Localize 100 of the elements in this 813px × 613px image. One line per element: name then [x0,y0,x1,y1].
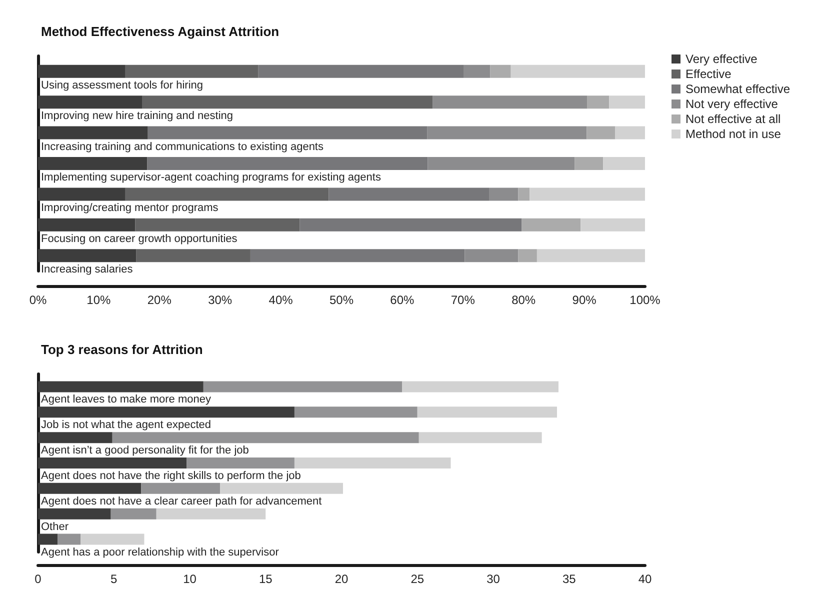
legend-label: Not effective at all [686,112,781,126]
y-tick-label: Increasing training and communications to existing agents [41,140,324,153]
bar [518,249,537,262]
bar [574,157,604,170]
bar [38,432,112,444]
y-tick-label: Using assessment tools for hiring [41,79,204,92]
x-tick-label: 0% [29,293,47,307]
bar [38,381,204,392]
bar [586,126,616,140]
bar [38,126,148,140]
legend-label: Very effective [686,52,758,66]
x-tick-label: 60% [390,293,415,307]
bar [328,188,489,201]
y-tick-label: Increasing salaries [41,264,134,276]
bar [402,381,559,392]
bar [38,218,136,232]
bar [489,188,518,201]
legend-label: Effective [686,67,732,81]
bar [417,406,557,418]
x-tick-label: 0 [34,572,42,586]
y-tick-label: Improving new hire training and nesting [41,110,234,122]
bar [530,188,645,201]
bar [38,458,187,468]
y-tick-label: Agent has a poor relationship with the supervisor [41,546,280,558]
x-tick-label: 70% [450,293,476,307]
bar [80,534,144,545]
y-tick-label: Agent leaves to make more money [41,394,212,406]
x-tick-label: 20% [147,293,172,307]
bar [38,534,58,545]
bar [603,157,645,170]
bar [432,96,588,109]
bar [142,96,433,109]
y-tick-label: Implementing supervisor-agent coaching programs for existing agents [41,172,382,184]
y-tick-label: Agent does not have the right skills to perform the job [41,470,301,482]
x-tick-label: 25 [410,572,424,586]
bar [580,218,645,232]
bar [490,64,511,78]
y-tick-label: Agent isn’t a good personality fit for the job [41,444,249,457]
bar [609,96,645,109]
y-tick-label: Improving/creating mentor programs [41,202,219,214]
x-tick-label: 40% [268,293,294,307]
bar [38,508,111,520]
y-tick-label: Other [41,520,69,533]
bar [125,188,329,201]
bar [112,432,419,444]
bar [58,534,80,545]
bar [294,458,451,468]
bar [110,508,156,520]
x-tick-label: 100% [630,293,661,307]
legend-label: Method not in use [686,127,782,141]
bar [141,482,220,494]
x-tick-label: 20 [334,572,348,586]
bar [510,64,645,78]
y-tick-label: Job is not what the agent expected [41,419,212,432]
bar [38,406,294,418]
bar [203,381,402,392]
bar [38,64,126,78]
x-tick-label: 10 [183,572,197,586]
bar [427,126,587,140]
x-tick-label: 30 [486,572,500,586]
bar [518,188,530,201]
legend-label: Somewhat effective [686,82,790,96]
bar [156,508,266,520]
x-tick-label: 35 [562,572,576,586]
bar [38,96,142,109]
bar [250,249,465,262]
bar [464,249,518,262]
bar [300,218,522,232]
bar [220,482,344,494]
bar [536,249,645,262]
x-tick-label: 50% [329,293,354,307]
bar [38,157,148,170]
bar [587,96,610,109]
chart-title: Top 3 reasons for Attrition [41,342,203,357]
x-tick-label: 40 [638,572,652,586]
x-tick-label: 15 [258,572,273,586]
bar [428,157,575,170]
chart-title: Method Effectiveness Against Attrition [41,24,280,39]
bar [148,126,428,140]
bar [38,482,142,494]
bar [418,432,542,444]
bar [136,249,250,262]
x-tick-label: 80% [512,293,536,307]
x-tick-label: 10% [86,293,112,307]
bar [186,458,294,468]
bar [522,218,581,232]
x-tick-label: 30% [208,293,232,307]
bar [38,188,126,201]
bar [615,126,645,140]
x-tick-label: 5 [110,572,118,586]
bar [135,218,300,232]
bar [464,64,490,78]
y-tick-label: Focusing on career growth opportunities [41,232,238,245]
x-tick-label: 90% [572,293,597,307]
bar [38,249,136,262]
bar [294,406,418,418]
y-tick-label: Agent does not have a clear career path for advancement [41,495,322,508]
bar [125,64,258,78]
bar [258,64,464,78]
bar [147,157,428,170]
